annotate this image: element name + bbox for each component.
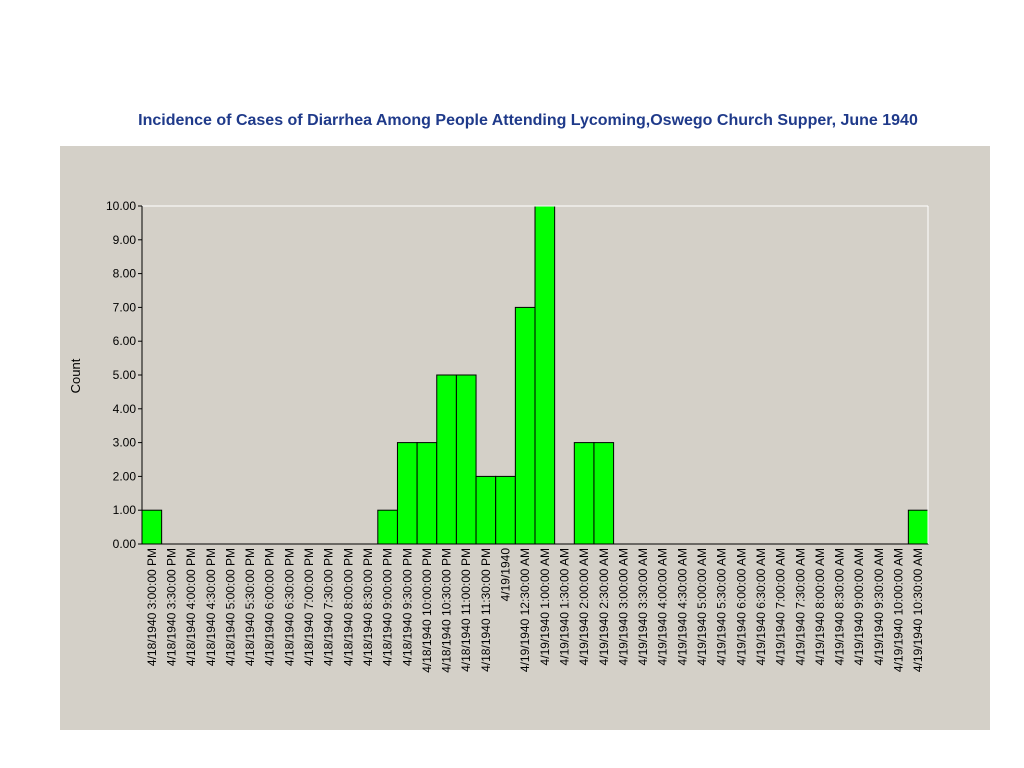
bar-chart: 0.00 1.00 2.00 3.00 4.00 5.00 6.00 7.00 8.00 9.00… <box>68 199 929 673</box>
bar <box>377 509 398 545</box>
x-tick-label: 4/18/1940 4:30:00 PM <box>204 548 218 666</box>
x-tick-label: 4/18/1940 7:00:00 PM <box>302 548 316 666</box>
x-tick-label: 4/19/1940 5:00:00 AM <box>695 548 709 665</box>
bar <box>907 509 929 545</box>
x-tick-label: 4/19/1940 8:30:00 AM <box>833 548 847 665</box>
y-axis: 0.00 1.00 2.00 3.00 4.00 5.00 6.00 7.00 8.00 9.00… <box>106 199 142 551</box>
x-tick-label: 4/19/1940 2:00:00 AM <box>577 548 591 665</box>
chart-title: Incidence of Cases of Diarrhea Among Peo… <box>138 112 918 129</box>
x-tick-label: 4/19/1940 12:30:00 AM <box>518 548 532 672</box>
x-tick-label: 4/18/1940 11:30:00 PM <box>479 548 493 672</box>
x-tick-label: 4/18/1940 5:30:00 PM <box>243 548 257 666</box>
x-tick-label: 4/19/1940 7:00:00 AM <box>774 548 788 665</box>
x-tick-label: 4/19/1940 6:30:00 AM <box>754 548 768 665</box>
y-tick-label: 3.00 <box>113 436 137 450</box>
x-tick-label: 4/19/1940 4:00:00 AM <box>656 548 670 665</box>
x-tick-label: 4/19/1940 5:30:00 AM <box>715 548 729 665</box>
y-tick-label: 10.00 <box>106 199 136 213</box>
y-tick-label: 5.00 <box>113 368 137 382</box>
bar <box>416 442 438 545</box>
x-tick-label: 4/18/1940 9:30:00 PM <box>400 548 414 666</box>
x-tick-label: 4/19/1940 2:30:00 AM <box>597 548 611 665</box>
x-tick-label: 4/18/1940 8:00:00 PM <box>341 548 355 666</box>
x-tick-label: 4/18/1940 7:30:00 PM <box>322 548 336 666</box>
x-tick-label: 4/19/1940 6:00:00 AM <box>734 548 748 665</box>
bar <box>396 442 418 545</box>
x-tick-label: 4/18/1940 6:30:00 PM <box>282 548 296 666</box>
x-tick-label: 4/19/1940 3:30:00 AM <box>636 548 650 665</box>
x-tick-label: 4/18/1940 3:00:00 PM <box>145 548 159 666</box>
bar <box>593 442 615 545</box>
chart-panel: 0.00 1.00 2.00 3.00 4.00 5.00 6.00 7.00 8.00 9.00… <box>60 146 990 730</box>
y-tick-label: 7.00 <box>113 300 137 314</box>
y-tick-label: 8.00 <box>113 267 137 281</box>
x-tick-label: 4/19/1940 1:00:00 AM <box>538 548 552 665</box>
x-axis: 4/18/1940 3:00:00 PM 4/18/1940 3:30:00 PM… <box>145 548 925 673</box>
x-tick-label: 4/18/1940 3:30:00 PM <box>164 548 178 666</box>
x-tick-label: 4/19/1940 <box>499 548 513 602</box>
x-tick-label: 4/18/1940 5:00:00 PM <box>223 548 237 666</box>
x-tick-label: 4/19/1940 4:30:00 AM <box>675 548 689 665</box>
y-tick-label: 1.00 <box>113 503 137 517</box>
x-tick-label: 4/19/1940 9:00:00 AM <box>852 548 866 665</box>
x-tick-label: 4/19/1940 3:00:00 AM <box>616 548 630 665</box>
x-tick-label: 4/19/1940 10:00:00 AM <box>892 548 906 672</box>
x-tick-label: 4/18/1940 11:00:00 PM <box>459 548 473 672</box>
x-tick-label: 4/18/1940 10:00:00 PM <box>420 548 434 673</box>
bar <box>475 475 497 545</box>
bar <box>141 509 163 545</box>
x-tick-label: 4/19/1940 10:30:00 AM <box>911 548 925 672</box>
x-tick-label: 4/18/1940 9:00:00 PM <box>381 548 395 666</box>
x-tick-label: 4/18/1940 4:00:00 PM <box>184 548 198 666</box>
x-tick-label: 4/19/1940 9:30:00 AM <box>872 548 886 665</box>
y-tick-label: 6.00 <box>113 334 137 348</box>
bar <box>436 374 457 545</box>
bars <box>141 205 929 545</box>
y-tick-label: 0.00 <box>113 537 137 551</box>
axes <box>141 205 929 545</box>
x-tick-label: 4/18/1940 6:00:00 PM <box>263 548 277 666</box>
y-tick-label: 4.00 <box>113 402 137 416</box>
x-tick-label: 4/18/1940 10:30:00 PM <box>440 548 454 673</box>
bar <box>495 475 516 545</box>
x-tick-label: 4/19/1940 1:30:00 AM <box>557 548 571 665</box>
x-tick-label: 4/19/1940 8:00:00 AM <box>813 548 827 665</box>
x-tick-label: 4/18/1940 8:30:00 PM <box>361 548 375 666</box>
bar <box>573 442 595 545</box>
y-tick-label: 9.00 <box>113 233 137 247</box>
bar <box>534 205 556 545</box>
bar <box>514 306 536 545</box>
x-tick-label: 4/19/1940 7:30:00 AM <box>793 548 807 665</box>
y-tick-label: 2.00 <box>113 469 137 483</box>
bar <box>455 374 477 545</box>
y-axis-label: Count <box>68 358 83 393</box>
